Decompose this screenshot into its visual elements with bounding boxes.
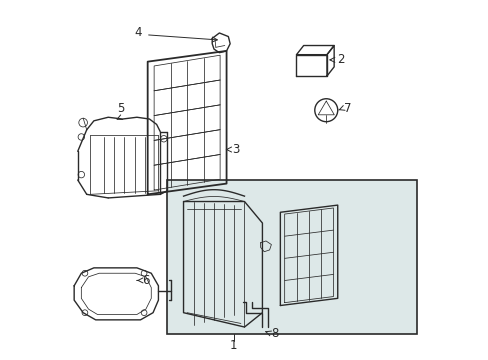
Text: 1: 1 bbox=[229, 339, 237, 352]
Text: 5: 5 bbox=[117, 103, 124, 116]
FancyBboxPatch shape bbox=[167, 180, 416, 334]
Text: 2: 2 bbox=[336, 53, 344, 66]
Text: 6: 6 bbox=[142, 274, 149, 287]
Text: 8: 8 bbox=[271, 327, 278, 340]
Text: 4: 4 bbox=[135, 27, 142, 40]
Text: 7: 7 bbox=[344, 102, 351, 115]
Text: 3: 3 bbox=[231, 143, 239, 156]
